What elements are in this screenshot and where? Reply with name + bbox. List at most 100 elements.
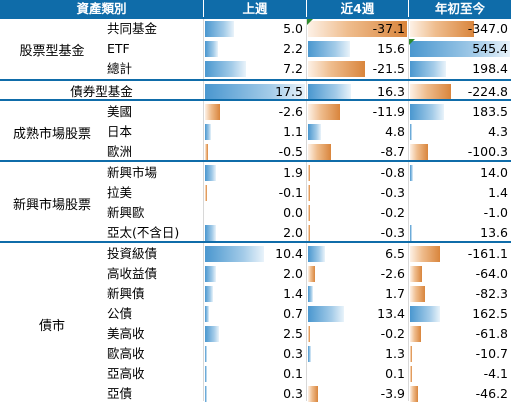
value-label: 198.4 — [472, 61, 508, 76]
data-bar-positive — [205, 61, 246, 77]
row-label: 投資級債 — [107, 246, 158, 261]
data-bar-negative — [205, 185, 207, 201]
value-label: 16.3 — [377, 84, 405, 99]
data-bar-negative — [308, 225, 310, 241]
data-bar-positive — [410, 165, 413, 181]
table-row: 新興債 1.4 1.7 -82.3 — [0, 284, 511, 304]
value-cell-ytd: -46.2 — [409, 384, 511, 404]
data-bar-positive — [205, 266, 216, 282]
data-bar-positive — [205, 246, 264, 262]
data-bar-positive — [308, 124, 321, 140]
data-bar-positive — [308, 246, 325, 262]
value-label: -0.3 — [380, 185, 405, 200]
column-divider — [306, 17, 307, 401]
value-cell-week: 1.4 — [204, 284, 306, 304]
value-cell-week: 1.1 — [204, 122, 306, 142]
data-bar-negative — [308, 205, 310, 221]
value-label: 14.0 — [480, 165, 508, 180]
green-triangle-icon — [307, 19, 313, 25]
table-row: 拉美 -0.1 -0.3 1.4 — [0, 183, 511, 203]
data-bar-negative — [410, 346, 412, 362]
value-label: -0.5 — [278, 144, 303, 159]
value-label: 183.5 — [472, 104, 508, 119]
value-label: 7.2 — [283, 61, 303, 76]
data-bar-positive — [205, 346, 207, 362]
value-label: -2.6 — [278, 104, 303, 119]
value-cell-four: 13.4 — [307, 304, 408, 324]
value-cell-four: -0.3 — [307, 183, 408, 203]
row-label: 亞太(不含日) — [107, 225, 180, 240]
value-cell-ytd: -100.3 — [409, 142, 511, 162]
data-bar-positive — [205, 165, 216, 181]
value-cell-four: 1.7 — [307, 284, 408, 304]
value-label: -1.0 — [483, 205, 508, 220]
value-cell-week: 17.5 — [204, 82, 306, 102]
value-label: -10.7 — [475, 346, 508, 361]
value-cell-week: 0.3 — [204, 384, 306, 404]
value-label: 1.1 — [283, 124, 303, 139]
value-cell-week: 5.0 — [204, 19, 306, 39]
value-cell-ytd: -224.8 — [409, 82, 511, 102]
value-label: 13.4 — [377, 306, 405, 321]
value-cell-ytd: -347.0 — [409, 19, 511, 39]
data-bar-positive — [308, 286, 313, 302]
data-bar-negative — [308, 165, 310, 181]
value-cell-week: 2.2 — [204, 39, 306, 59]
data-bar-positive — [205, 41, 218, 57]
value-label: 1.7 — [385, 286, 405, 301]
data-bar-positive — [308, 84, 351, 100]
data-bar-positive — [410, 306, 440, 322]
value-label: 4.3 — [488, 124, 508, 139]
value-cell-four: -0.8 — [307, 163, 408, 183]
value-cell-week: -0.1 — [204, 183, 306, 203]
table-row: 亞高收 0.1 0.1 -4.1 — [0, 364, 511, 384]
value-label: -347.0 — [467, 21, 508, 36]
data-bar-negative — [410, 21, 474, 37]
value-cell-ytd: 4.3 — [409, 122, 511, 142]
value-cell-week: 2.0 — [204, 223, 306, 243]
value-cell-ytd: -4.1 — [409, 364, 511, 384]
value-label: 0.7 — [283, 306, 303, 321]
value-label: -0.8 — [380, 165, 405, 180]
row-label: 高收益債 — [107, 266, 158, 281]
value-label: -0.1 — [278, 185, 303, 200]
data-bar-negative — [410, 84, 451, 100]
row-label: 新興市場 — [107, 165, 158, 180]
value-cell-week: 2.0 — [204, 264, 306, 284]
data-bar-positive — [205, 306, 209, 322]
group-label: 債市 — [38, 318, 65, 334]
value-cell-ytd: 162.5 — [409, 304, 511, 324]
value-cell-four: -0.2 — [307, 324, 408, 344]
value-label: 2.5 — [283, 326, 303, 341]
value-cell-week: 0.0 — [204, 203, 306, 223]
value-label: -61.8 — [475, 326, 508, 341]
value-label: -11.9 — [372, 104, 405, 119]
column-divider — [203, 17, 204, 401]
section-divider — [0, 160, 511, 162]
value-cell-week: -0.5 — [204, 142, 306, 162]
value-label: -0.3 — [380, 225, 405, 240]
value-cell-ytd: 183.5 — [409, 102, 511, 122]
data-bar-positive — [410, 61, 446, 77]
value-label: 0.3 — [283, 346, 303, 361]
data-bar-negative — [410, 246, 440, 262]
row-label: 歐高收 — [107, 346, 145, 361]
value-cell-four: 16.3 — [307, 82, 408, 102]
value-cell-four: -2.6 — [307, 264, 408, 284]
data-bar-positive — [308, 41, 350, 57]
value-cell-four: 0.1 — [307, 364, 408, 384]
table-row: ETF 2.2 15.6 545.4 — [0, 39, 511, 59]
value-cell-four: -8.7 — [307, 142, 408, 162]
value-cell-four: 1.3 — [307, 344, 408, 364]
table-row: 債券型基金 17.5 16.3 -224.8 — [0, 82, 511, 102]
group-label: 成熟市場股票 — [12, 126, 91, 142]
data-bar-positive — [205, 225, 216, 241]
row-label: 新興歐 — [107, 205, 145, 220]
value-cell-week: 7.2 — [204, 59, 306, 79]
table-row: 新興市場 1.9 -0.8 14.0 — [0, 163, 511, 183]
value-label: -8.7 — [380, 144, 405, 159]
value-cell-ytd: -10.7 — [409, 344, 511, 364]
value-cell-week: 2.5 — [204, 324, 306, 344]
data-bar-negative — [410, 386, 418, 402]
